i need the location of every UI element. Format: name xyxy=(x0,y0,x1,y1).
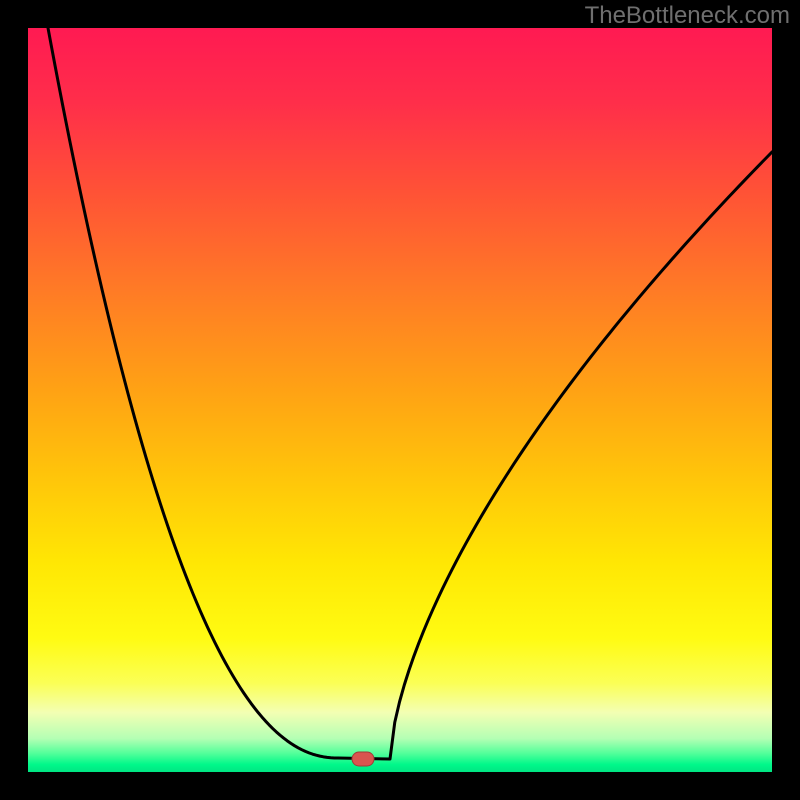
plot-area xyxy=(28,28,772,772)
watermark-text: TheBottleneck.com xyxy=(585,2,790,30)
chart-svg xyxy=(28,28,772,772)
optimum-marker xyxy=(352,752,374,766)
gradient-background xyxy=(28,28,772,772)
